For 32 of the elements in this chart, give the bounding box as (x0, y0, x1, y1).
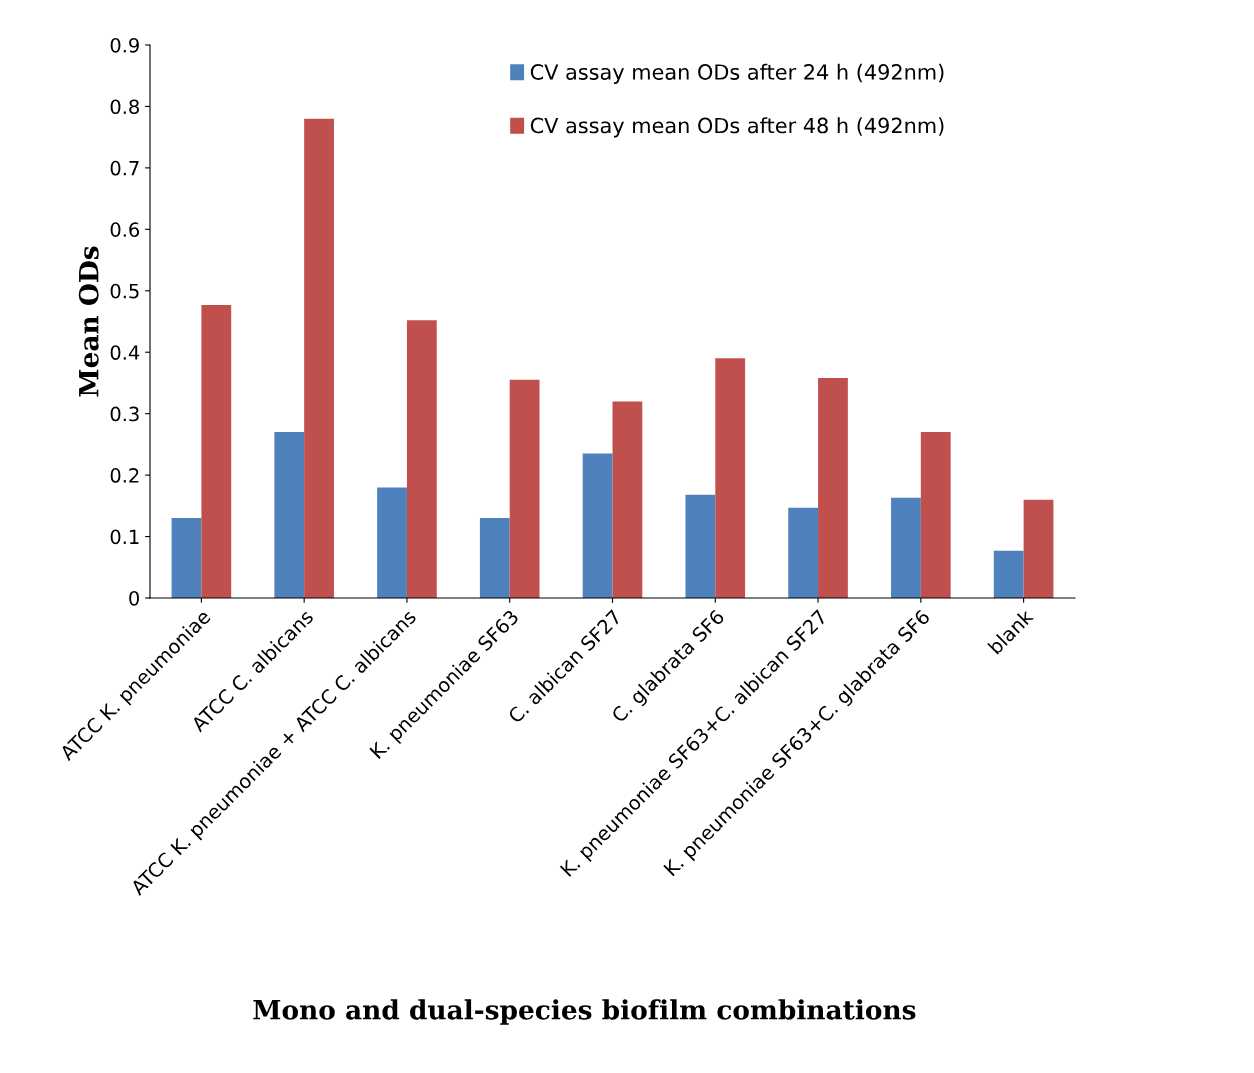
bar (788, 507, 819, 598)
bar (509, 379, 540, 598)
bar (274, 432, 305, 598)
y-tick-label: 0.2 (110, 468, 139, 483)
x-axis-title: Mono and dual-species biofilm combinations (253, 999, 916, 1025)
bar (304, 118, 334, 598)
bar (1023, 499, 1054, 598)
bar (920, 432, 951, 598)
bar (377, 487, 407, 598)
bar (406, 320, 437, 598)
y-tick-label: 0.1 (110, 529, 139, 545)
y-tick-label: 0 (129, 590, 139, 606)
y-tick-label: 0.5 (110, 283, 139, 299)
bar (171, 518, 202, 598)
bar (891, 497, 921, 598)
y-tick-label: 0.7 (110, 160, 139, 176)
y-tick-label: 0.3 (110, 406, 139, 422)
y-tick-label: 0.9 (110, 37, 139, 53)
bar (685, 494, 716, 598)
y-tick-label: 0.8 (110, 99, 139, 115)
bar (993, 550, 1024, 598)
bar (479, 518, 510, 598)
y-axis-title: Mean ODs (78, 246, 99, 397)
y-tick-label: 0.6 (110, 222, 140, 237)
legend-label: CV assay mean ODs after 24 h (492nm) (530, 63, 944, 84)
bar (201, 304, 232, 598)
y-tick-label: 0.4 (110, 345, 140, 360)
bar (582, 453, 613, 598)
bar (612, 401, 643, 598)
legend-label: CV assay mean ODs after 48 h (492nm) (530, 117, 944, 138)
bar (818, 378, 848, 598)
bar (715, 358, 746, 598)
